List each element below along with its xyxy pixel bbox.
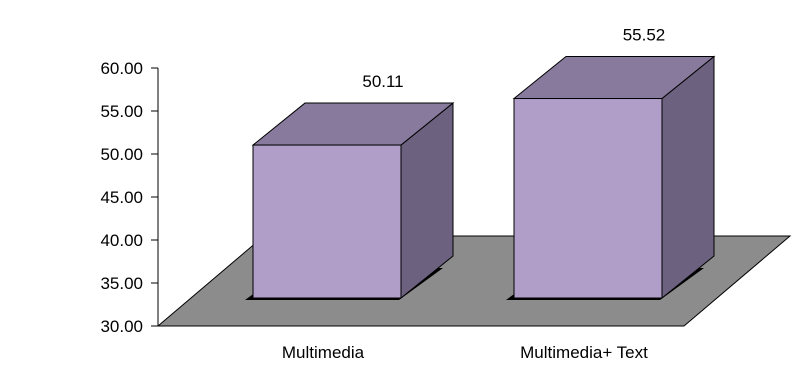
x-axis: Multimedia Multimedia+ Text — [282, 343, 648, 362]
y-axis: 30.00 35.00 40.00 45.00 50.00 55.00 60.00 — [100, 59, 158, 336]
y-tick-label: 35.00 — [100, 274, 143, 293]
bar — [245, 102, 455, 300]
x-tick-label: Multimedia+ Text — [520, 343, 648, 362]
y-tick-label: 45.00 — [100, 188, 143, 207]
y-tick-label: 50.00 — [100, 145, 143, 164]
y-tick-label: 30.00 — [100, 317, 143, 336]
bars — [245, 55, 716, 300]
bar — [506, 55, 716, 300]
data-label: 50.11 — [362, 72, 403, 91]
bar-front-face — [513, 98, 663, 299]
value-labels: 50.11 55.52 — [362, 26, 665, 92]
y-tick-label: 60.00 — [100, 59, 143, 78]
data-label: 55.52 — [623, 26, 666, 45]
y-tick-label: 40.00 — [100, 231, 143, 250]
x-tick-label: Multimedia — [282, 343, 365, 362]
bar-front-face — [252, 144, 402, 299]
y-tick-label: 55.00 — [100, 102, 143, 121]
